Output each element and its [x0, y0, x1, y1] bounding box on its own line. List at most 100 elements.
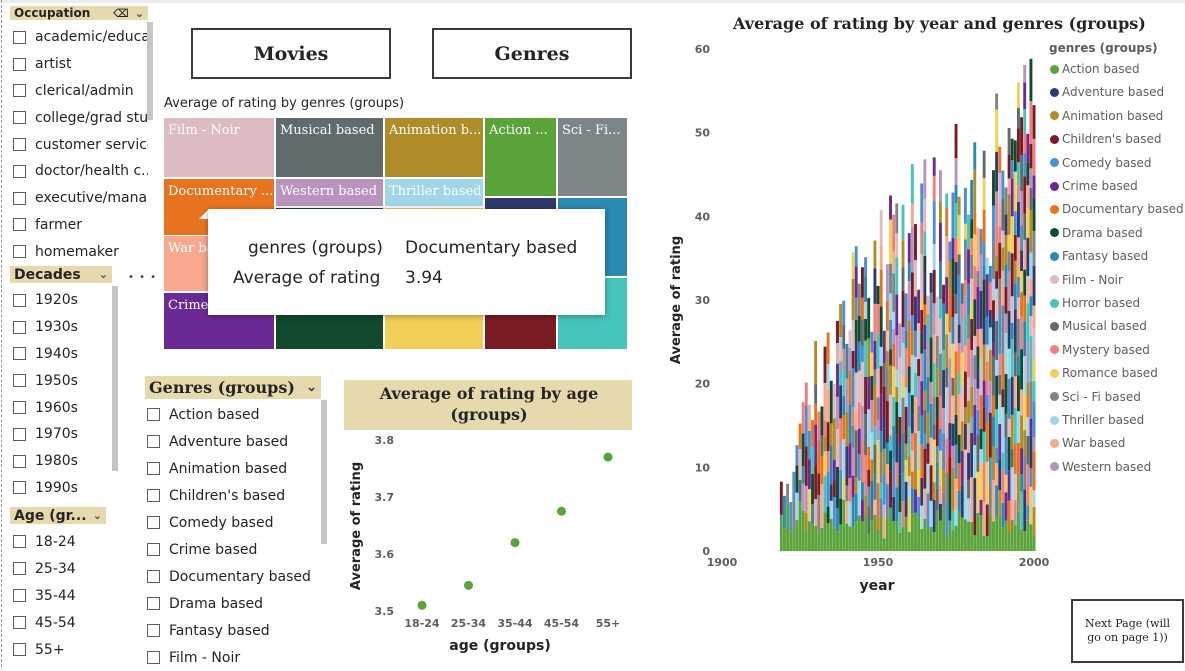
legend-item[interactable]: Animation based: [1050, 109, 1163, 123]
checkbox[interactable]: [13, 218, 26, 232]
genres-option[interactable]: Fantasy based: [147, 617, 312, 644]
legend-item[interactable]: Western based: [1050, 460, 1151, 474]
checkbox[interactable]: [13, 164, 26, 178]
checkbox[interactable]: [147, 543, 160, 556]
checkbox[interactable]: [13, 84, 26, 98]
decades-option[interactable]: 1920s: [13, 287, 113, 314]
genres-option[interactable]: Children's based: [147, 482, 312, 509]
legend-item[interactable]: War based: [1050, 436, 1125, 450]
checkbox[interactable]: [13, 57, 26, 71]
legend-item[interactable]: Action based: [1050, 62, 1140, 76]
legend-item[interactable]: Documentary based: [1050, 202, 1184, 216]
age-option[interactable]: 45-54: [13, 609, 113, 636]
legend-item[interactable]: Sci - Fi based: [1050, 390, 1141, 404]
checkbox[interactable]: [13, 111, 26, 125]
checkbox[interactable]: [13, 481, 26, 495]
checkbox[interactable]: [13, 191, 26, 205]
checkbox[interactable]: [13, 30, 26, 44]
checkbox[interactable]: [147, 597, 160, 610]
age-option[interactable]: 55+: [13, 636, 113, 663]
treemap-tile[interactable]: Animation b...: [384, 117, 484, 178]
decades-option[interactable]: 1960s: [13, 394, 113, 421]
legend-item[interactable]: Musical based: [1050, 319, 1147, 333]
eraser-icon[interactable]: ⌫: [113, 6, 129, 20]
genres-option[interactable]: Drama based: [147, 590, 312, 617]
age-option[interactable]: 18-24: [13, 528, 113, 555]
treemap-tile[interactable]: Film - Noir: [163, 117, 275, 178]
chevron-down-icon[interactable]: ⌄: [134, 6, 144, 20]
checkbox[interactable]: [13, 643, 26, 656]
checkbox[interactable]: [13, 401, 26, 415]
more-options-icon[interactable]: • • •: [128, 272, 158, 283]
decades-slicer-header[interactable]: Decades ⌄: [10, 266, 112, 283]
checkbox[interactable]: [13, 347, 26, 361]
treemap-tile[interactable]: Sci - Fi...: [557, 117, 628, 197]
next-page-button[interactable]: Next Page (will go on page 1)): [1071, 599, 1184, 663]
genres-scrollbar[interactable]: [321, 400, 327, 544]
legend-item[interactable]: Comedy based: [1050, 156, 1152, 170]
legend-item[interactable]: Drama based: [1050, 226, 1143, 240]
legend-item[interactable]: Crime based: [1050, 179, 1138, 193]
legend-item[interactable]: Adventure based: [1050, 85, 1164, 99]
treemap-tile[interactable]: Musical based: [275, 117, 384, 178]
genres-option[interactable]: Animation based: [147, 455, 312, 482]
age-slicer-header[interactable]: Age (gr... ⌄: [10, 507, 106, 524]
checkbox[interactable]: [147, 489, 160, 502]
legend-item[interactable]: Children's based: [1050, 132, 1162, 146]
genres-option[interactable]: Film - Noir: [147, 644, 312, 671]
checkbox[interactable]: [13, 374, 26, 388]
checkbox[interactable]: [13, 562, 26, 575]
legend-item[interactable]: Thriller based: [1050, 413, 1144, 427]
decades-option[interactable]: 1980s: [13, 448, 113, 475]
movies-button[interactable]: Movies: [191, 28, 391, 79]
checkbox[interactable]: [147, 651, 160, 664]
checkbox[interactable]: [147, 570, 160, 583]
genres-option[interactable]: Crime based: [147, 536, 312, 563]
checkbox[interactable]: [13, 589, 26, 602]
checkbox[interactable]: [147, 516, 160, 529]
occupation-option[interactable]: doctor/health c...: [13, 158, 148, 185]
decades-scrollbar[interactable]: [112, 286, 118, 471]
legend-item[interactable]: Romance based: [1050, 366, 1158, 380]
decades-option[interactable]: 1940s: [13, 341, 113, 368]
age-option[interactable]: 35-44: [13, 582, 113, 609]
checkbox[interactable]: [147, 462, 160, 475]
legend-item[interactable]: Film - Noir: [1050, 273, 1123, 287]
occupation-option[interactable]: executive/mana...: [13, 185, 148, 212]
checkbox[interactable]: [13, 427, 26, 441]
occupation-slicer-header[interactable]: Occupation ⌫ ⌄: [10, 6, 148, 20]
checkbox[interactable]: [13, 616, 26, 629]
occupation-option[interactable]: academic/educa...: [13, 24, 148, 51]
occupation-option[interactable]: customer service: [13, 131, 148, 158]
occupation-scrollbar[interactable]: [147, 22, 153, 120]
treemap-tile[interactable]: Western based: [275, 178, 384, 207]
chevron-down-icon[interactable]: ⌄: [92, 509, 102, 522]
genres-option[interactable]: Adventure based: [147, 428, 312, 455]
chevron-down-icon[interactable]: ⌄: [98, 268, 108, 281]
decades-option[interactable]: 1930s: [13, 314, 113, 341]
checkbox[interactable]: [13, 535, 26, 548]
age-option[interactable]: 25-34: [13, 555, 113, 582]
occupation-option[interactable]: artist: [13, 51, 148, 78]
checkbox[interactable]: [13, 454, 26, 468]
checkbox[interactable]: [147, 408, 160, 421]
checkbox[interactable]: [13, 293, 26, 307]
decades-option[interactable]: 1990s: [13, 475, 113, 502]
occupation-option[interactable]: clerical/admin: [13, 78, 148, 105]
checkbox[interactable]: [147, 435, 160, 448]
checkbox[interactable]: [13, 245, 26, 259]
checkbox[interactable]: [13, 320, 26, 334]
treemap-tile[interactable]: Thriller based: [384, 178, 484, 207]
genres-button[interactable]: Genres: [432, 28, 632, 79]
genres-slicer-header[interactable]: Genres (groups) ⌄: [145, 376, 321, 399]
genres-option[interactable]: Documentary based: [147, 563, 312, 590]
genres-option[interactable]: Comedy based: [147, 509, 312, 536]
treemap-tile[interactable]: Action ...: [484, 117, 557, 197]
occupation-option[interactable]: farmer: [13, 212, 148, 239]
chevron-down-icon[interactable]: ⌄: [306, 380, 317, 395]
decades-option[interactable]: 1970s: [13, 421, 113, 448]
legend-item[interactable]: Mystery based: [1050, 343, 1150, 357]
legend-item[interactable]: Horror based: [1050, 296, 1140, 310]
genres-option[interactable]: Action based: [147, 401, 312, 428]
legend-item[interactable]: Fantasy based: [1050, 249, 1148, 263]
